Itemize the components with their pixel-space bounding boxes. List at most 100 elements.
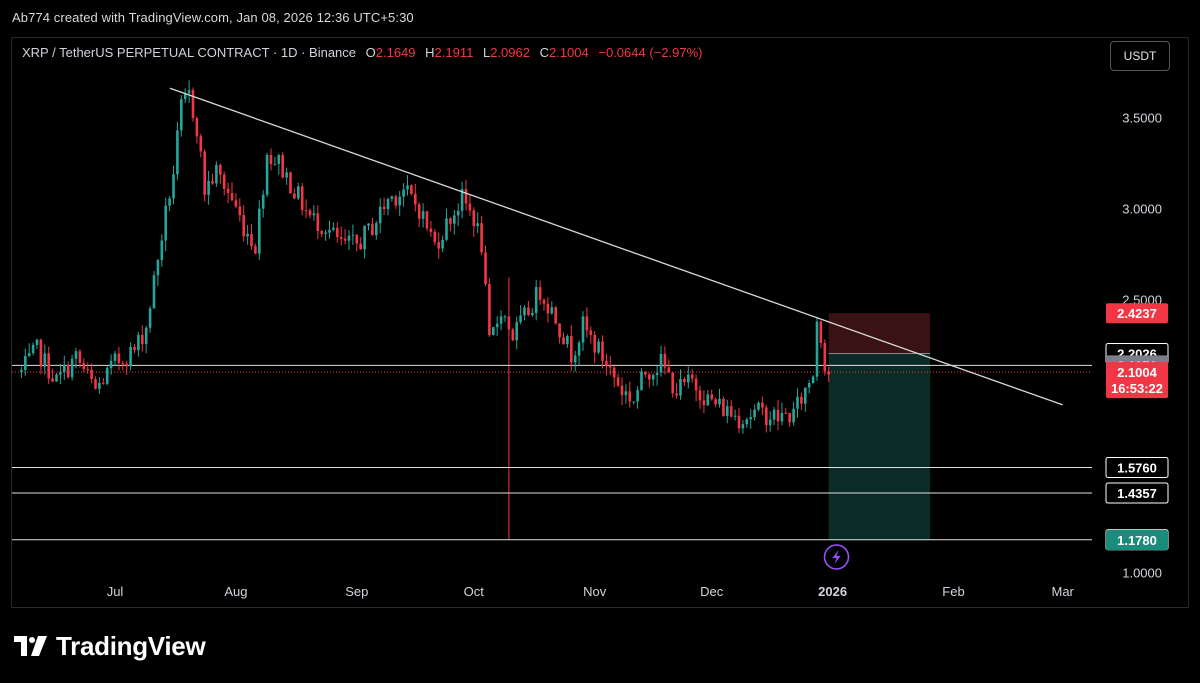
- candle-body[interactable]: [726, 406, 729, 416]
- candle-body[interactable]: [304, 210, 308, 212]
- candle-body[interactable]: [620, 385, 624, 396]
- candle-body[interactable]: [710, 394, 713, 400]
- take-profit-zone[interactable]: [828, 353, 931, 540]
- candle-body[interactable]: [807, 383, 811, 388]
- candle-body[interactable]: [152, 275, 156, 309]
- candle-body[interactable]: [765, 407, 768, 426]
- candle-body[interactable]: [363, 225, 366, 250]
- candle-body[interactable]: [386, 198, 390, 210]
- candle-body[interactable]: [195, 117, 199, 137]
- candle-body[interactable]: [815, 321, 819, 377]
- candle-body[interactable]: [429, 228, 433, 232]
- candle-body[interactable]: [320, 231, 323, 234]
- candle-body[interactable]: [679, 378, 682, 396]
- candle-body[interactable]: [597, 341, 600, 353]
- candle-body[interactable]: [566, 335, 569, 345]
- candle-body[interactable]: [238, 206, 242, 216]
- candle-body[interactable]: [414, 193, 417, 205]
- candle-body[interactable]: [43, 353, 47, 367]
- candle-body[interactable]: [780, 412, 784, 422]
- candle-body[interactable]: [269, 154, 273, 165]
- candle-body[interactable]: [215, 164, 218, 184]
- candle-body[interactable]: [648, 374, 651, 380]
- candle-body[interactable]: [468, 203, 472, 211]
- candle-body[interactable]: [476, 223, 479, 227]
- candle-body[interactable]: [254, 246, 257, 254]
- candle-body[interactable]: [542, 299, 546, 304]
- candle-body[interactable]: [687, 374, 690, 383]
- candle-body[interactable]: [47, 353, 50, 379]
- candle-body[interactable]: [207, 180, 210, 195]
- descending-trendline[interactable]: [169, 87, 1063, 406]
- candle-body[interactable]: [289, 172, 292, 194]
- candle-body[interactable]: [733, 415, 737, 417]
- candle-body[interactable]: [784, 412, 788, 414]
- stop-loss-zone[interactable]: [828, 313, 931, 354]
- candle-body[interactable]: [492, 327, 495, 336]
- candle-body[interactable]: [297, 186, 300, 199]
- candle-body[interactable]: [121, 362, 125, 364]
- candle-body[interactable]: [488, 283, 491, 336]
- candle-body[interactable]: [749, 417, 752, 420]
- candle-body[interactable]: [168, 198, 171, 206]
- candle-body[interactable]: [355, 234, 359, 244]
- candle-body[interactable]: [246, 234, 249, 237]
- candle-body[interactable]: [714, 399, 717, 405]
- symbol-title[interactable]: XRP / TetherUS PERPETUAL CONTRACT · 1D ·…: [22, 45, 357, 60]
- candle-body[interactable]: [593, 334, 596, 353]
- candle-body[interactable]: [63, 364, 66, 372]
- candle-body[interactable]: [78, 351, 82, 363]
- candle-body[interactable]: [293, 193, 296, 199]
- candle-body[interactable]: [698, 390, 702, 401]
- candle-body[interactable]: [460, 189, 464, 211]
- candle-body[interactable]: [398, 196, 401, 206]
- candle-body[interactable]: [328, 229, 331, 233]
- candle-body[interactable]: [281, 155, 284, 178]
- candle-body[interactable]: [20, 370, 23, 373]
- candle-body[interactable]: [757, 402, 760, 410]
- candle-body[interactable]: [156, 260, 160, 276]
- candle-body[interactable]: [402, 189, 405, 197]
- candle-body[interactable]: [616, 377, 620, 386]
- candle-body[interactable]: [558, 323, 561, 338]
- candle-body[interactable]: [277, 155, 281, 164]
- candle-body[interactable]: [577, 342, 581, 356]
- candle-body[interactable]: [31, 344, 35, 354]
- candle-body[interactable]: [683, 378, 686, 383]
- candle-body[interactable]: [515, 322, 518, 341]
- candle-body[interactable]: [480, 223, 483, 253]
- candle-body[interactable]: [66, 364, 70, 378]
- candle-body[interactable]: [741, 424, 745, 429]
- candle-body[interactable]: [425, 211, 429, 229]
- candle-body[interactable]: [609, 365, 612, 368]
- candle-body[interactable]: [285, 172, 288, 178]
- candle-body[interactable]: [312, 213, 316, 216]
- candle-body[interactable]: [86, 369, 89, 371]
- candle-body[interactable]: [624, 391, 628, 396]
- candle-body[interactable]: [199, 136, 203, 152]
- candle-body[interactable]: [706, 394, 710, 406]
- candle-body[interactable]: [133, 347, 136, 351]
- candle-body[interactable]: [234, 200, 238, 207]
- candle-body[interactable]: [250, 234, 253, 247]
- candle-body[interactable]: [113, 353, 117, 361]
- candle-body[interactable]: [187, 90, 191, 94]
- candle-body[interactable]: [82, 362, 86, 370]
- candle-body[interactable]: [261, 194, 265, 209]
- candle-body[interactable]: [651, 374, 655, 380]
- candle-body[interactable]: [503, 316, 507, 318]
- candle-body[interactable]: [796, 396, 799, 409]
- candle-body[interactable]: [109, 360, 113, 369]
- candle-body[interactable]: [761, 402, 764, 408]
- candle-body[interactable]: [523, 307, 526, 316]
- candle-body[interactable]: [538, 287, 542, 300]
- candle-body[interactable]: [811, 376, 815, 384]
- candle-body[interactable]: [718, 398, 721, 405]
- candle-body[interactable]: [371, 223, 374, 236]
- candle-body[interactable]: [343, 238, 347, 241]
- candle-body[interactable]: [581, 316, 585, 343]
- candle-body[interactable]: [105, 368, 109, 384]
- candle-body[interactable]: [484, 252, 487, 284]
- candle-body[interactable]: [573, 355, 577, 363]
